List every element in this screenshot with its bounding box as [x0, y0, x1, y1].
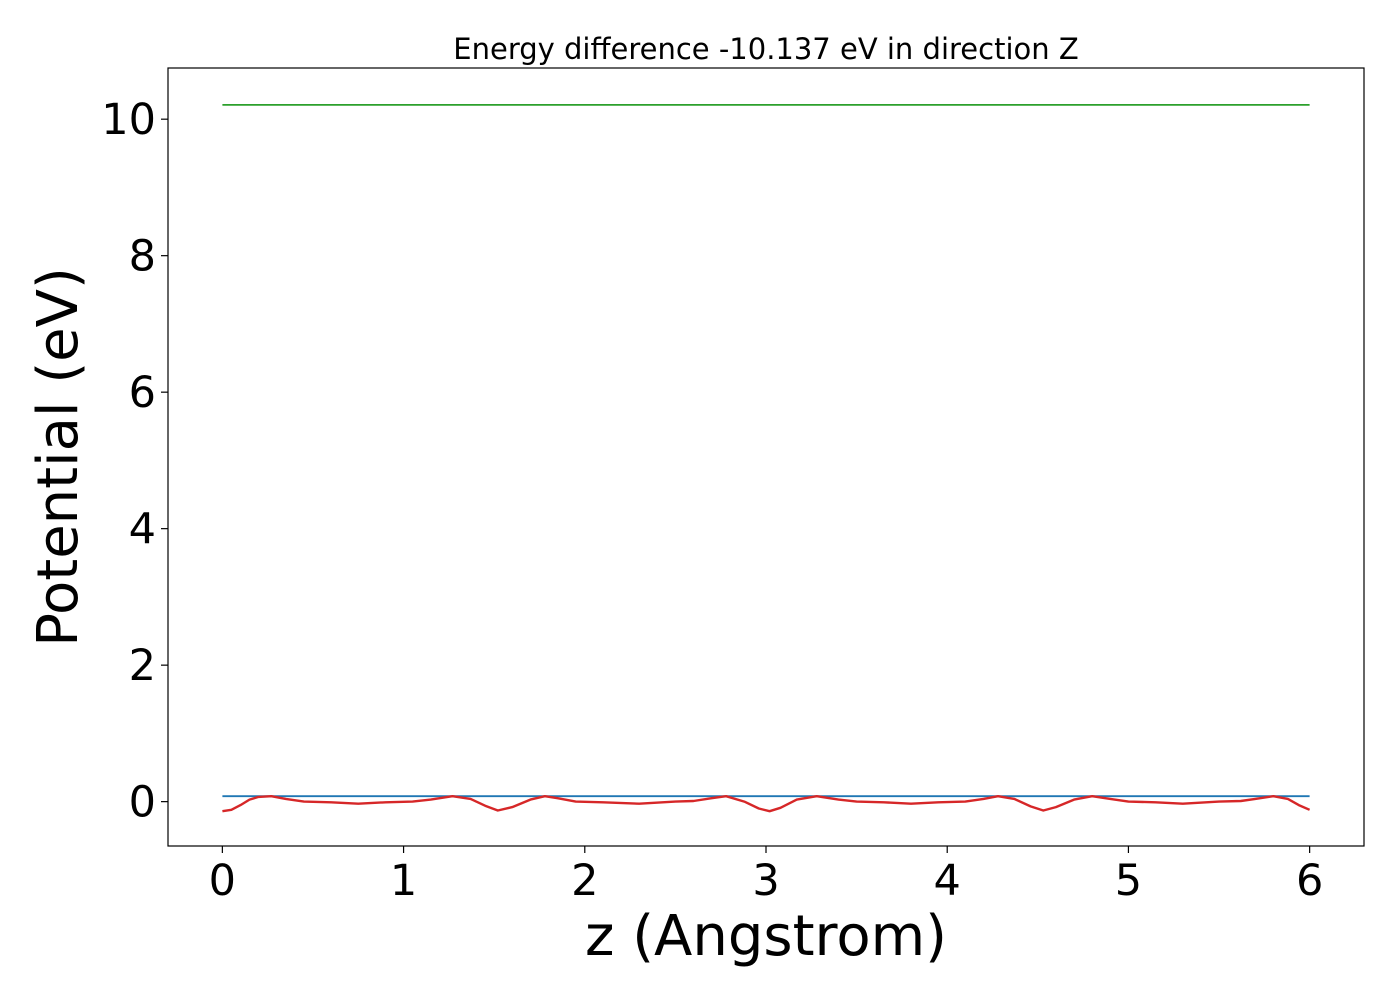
x-tick-label: 4 — [934, 856, 961, 906]
y-tick-label: 0 — [129, 778, 156, 828]
y-axis-label: Potential (eV) — [26, 267, 91, 647]
x-tick-label: 2 — [571, 856, 598, 906]
x-tick-label: 0 — [209, 856, 236, 906]
y-tick-label: 8 — [129, 232, 156, 282]
y-tick-label: 4 — [129, 505, 156, 555]
chart-title: Energy difference -10.137 eV in directio… — [453, 32, 1078, 66]
x-tick-label: 3 — [752, 856, 779, 906]
series-line-3 — [222, 795, 1311, 813]
y-tick-label: 2 — [129, 641, 156, 691]
x-axis-label: z (Angstrom) — [585, 904, 947, 969]
series-layer — [222, 104, 1311, 813]
x-tick-label: 5 — [1115, 856, 1142, 906]
x-tick-label: 1 — [390, 856, 417, 906]
y-tick-label: 10 — [101, 95, 156, 145]
x-tick-label: 6 — [1296, 856, 1323, 906]
y-tick-label: 6 — [129, 368, 156, 418]
x-axis-ticks: 0 1 2 3 4 5 6 — [209, 846, 1323, 906]
y-axis-ticks: 0 2 4 6 8 10 — [101, 95, 168, 828]
